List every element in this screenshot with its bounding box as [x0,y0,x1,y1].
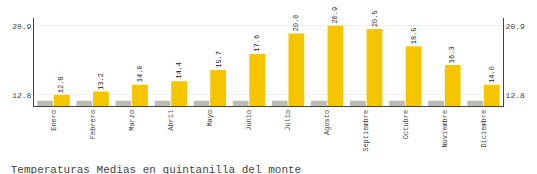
svg-text:16.3: 16.3 [448,46,456,63]
svg-text:12.8: 12.8 [12,91,31,100]
svg-text:Abril: Abril [167,110,175,131]
svg-text:Agosto: Agosto [323,110,331,135]
svg-text:14.0: 14.0 [136,65,144,82]
svg-text:Mayo: Mayo [206,110,214,127]
svg-text:20.9: 20.9 [331,7,339,24]
svg-text:18.5: 18.5 [410,27,418,44]
svg-text:17.6: 17.6 [253,35,261,52]
svg-text:14.4: 14.4 [175,62,183,79]
svg-text:Julio: Julio [284,110,292,131]
svg-text:20.9: 20.9 [12,21,31,30]
svg-text:20.0: 20.0 [292,14,300,31]
svg-text:13.2: 13.2 [97,73,105,90]
svg-text:20.9: 20.9 [506,21,525,30]
svg-text:Diciembre: Diciembre [480,110,488,148]
svg-text:Noviembre: Noviembre [441,110,449,148]
svg-text:Septiembre: Septiembre [362,110,370,152]
svg-text:14.0: 14.0 [488,66,496,83]
svg-text:12.8: 12.8 [506,91,525,100]
svg-text:Junio: Junio [245,110,253,131]
svg-text:12.8: 12.8 [57,76,65,93]
svg-text:Temperaturas Medias en quintan: Temperaturas Medias en quintanilla del m… [11,164,301,174]
svg-text:Marzo: Marzo [128,110,136,131]
svg-text:20.5: 20.5 [371,10,379,27]
svg-text:Enero: Enero [50,110,58,131]
svg-text:15.7: 15.7 [215,51,223,68]
svg-text:Febrero: Febrero [89,110,97,139]
svg-text:Octubre: Octubre [402,110,410,139]
